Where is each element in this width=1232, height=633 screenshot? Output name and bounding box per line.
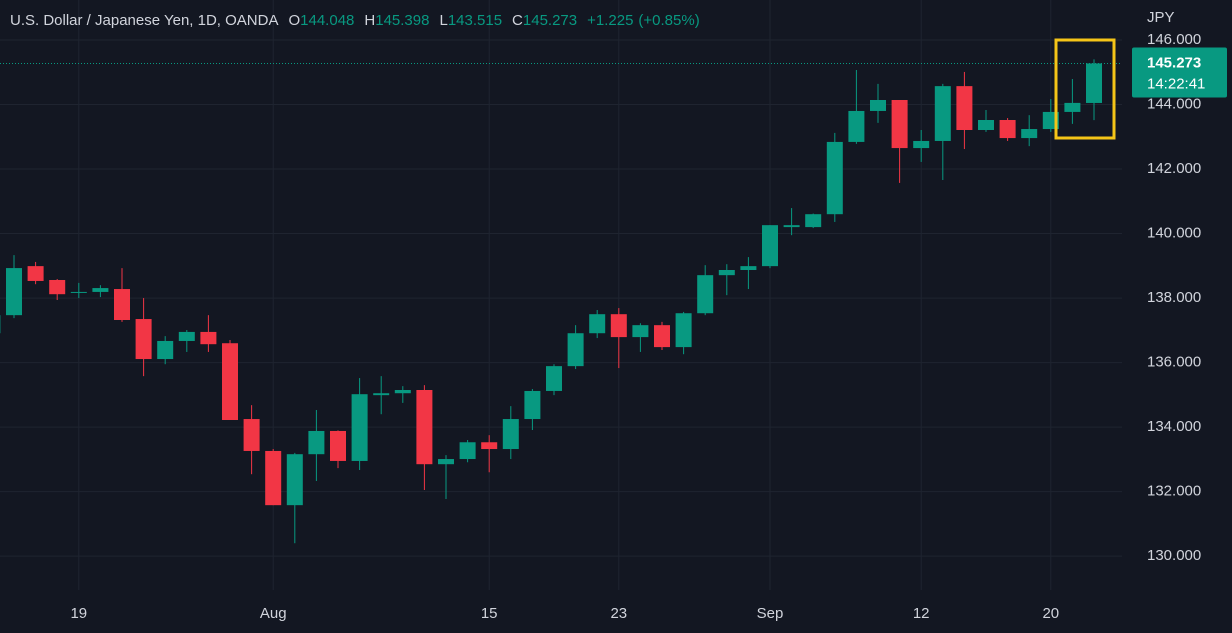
candle-body xyxy=(934,86,951,141)
candle-body xyxy=(1021,129,1038,139)
x-tick-label: Sep xyxy=(757,605,784,622)
candle-body xyxy=(49,280,66,295)
candle-body xyxy=(157,340,174,360)
candle-body xyxy=(654,325,670,348)
candle-body xyxy=(740,266,757,270)
x-tick-label: 15 xyxy=(481,605,498,622)
x-tick-label: 23 xyxy=(610,605,627,622)
y-tick-label: 136.000 xyxy=(1147,354,1201,371)
candle-body xyxy=(697,275,714,314)
y-tick-label: 130.000 xyxy=(1147,547,1201,564)
grid xyxy=(0,0,1122,590)
candle-body xyxy=(870,100,886,111)
ohlc-key: C xyxy=(512,12,523,29)
candle-body xyxy=(373,393,390,396)
x-tick-label: 20 xyxy=(1042,605,1059,622)
y-tick-label: 140.000 xyxy=(1147,225,1201,242)
candle-body xyxy=(524,390,541,420)
candle-body xyxy=(1064,102,1081,112)
x-tick-label: 12 xyxy=(913,605,930,622)
candle-body xyxy=(762,225,778,267)
candle-body xyxy=(978,120,994,130)
candle-body xyxy=(243,419,260,451)
change-percent: (+0.85%) xyxy=(638,12,699,29)
candle-body xyxy=(956,86,973,130)
candle-body xyxy=(589,314,606,334)
candle-body xyxy=(178,331,195,341)
y-tick-label: 134.000 xyxy=(1147,418,1201,435)
candle-body xyxy=(783,225,800,228)
axis-unit: JPY xyxy=(1147,9,1175,26)
ohlc-key: L xyxy=(439,12,447,29)
candle-body xyxy=(200,331,217,345)
candle-body xyxy=(1086,63,1102,103)
candle-body xyxy=(416,390,433,465)
candle-body xyxy=(502,419,519,450)
y-tick-label: 142.000 xyxy=(1147,160,1201,177)
plot xyxy=(0,59,1122,544)
symbol-title: U.S. Dollar / Japanese Yen, 1D, OANDA xyxy=(10,12,278,29)
candle-body xyxy=(70,291,87,293)
y-tick-label: 144.000 xyxy=(1147,95,1201,112)
ohlc-value: 144.048 xyxy=(300,12,354,29)
candle-body xyxy=(805,214,822,228)
candle-body xyxy=(481,442,498,450)
candle-body xyxy=(330,430,346,461)
highlight-box xyxy=(1054,38,1116,140)
candle-body xyxy=(848,110,865,142)
candle-body xyxy=(826,141,843,215)
candle-body xyxy=(394,390,411,394)
axes: 130.000 132.000 134.000 136.000 138.000 140.0… xyxy=(70,31,1227,622)
y-tick-label: 146.000 xyxy=(1147,31,1201,48)
candle-body xyxy=(675,313,692,348)
candle-body xyxy=(459,442,476,460)
candle-body xyxy=(265,450,282,506)
ohlc-value: 143.515 xyxy=(448,12,502,29)
candle-body xyxy=(891,100,908,149)
candle-body xyxy=(632,325,649,338)
y-tick-label: 132.000 xyxy=(1147,483,1201,500)
x-tick-label: Aug xyxy=(260,605,287,622)
candle-body xyxy=(438,459,454,465)
change: +1.225 xyxy=(587,12,633,29)
candle-body xyxy=(27,266,44,281)
y-tick-label: 138.000 xyxy=(1147,289,1201,306)
price-label-box xyxy=(1132,47,1227,98)
candle-body xyxy=(718,270,735,276)
candle-body xyxy=(114,289,130,320)
header: U.S. Dollar / Japanese Yen, 1D, OANDA O14… xyxy=(10,12,700,29)
candle-body xyxy=(999,120,1016,139)
ohlc-value: 145.273 xyxy=(523,12,577,29)
countdown-label: 14:22:41 xyxy=(1147,75,1205,92)
candle-body xyxy=(6,268,22,316)
candle-body xyxy=(913,140,930,149)
ohlc-value: 145.398 xyxy=(375,12,429,29)
candle-body xyxy=(567,333,584,367)
candle-body xyxy=(351,394,368,461)
last-price-label: 145.273 xyxy=(1147,54,1201,71)
candle-body xyxy=(92,288,109,292)
ohlc-key: H xyxy=(364,12,375,29)
candle-body xyxy=(546,366,562,391)
candle-body xyxy=(610,314,627,338)
candle-body xyxy=(135,319,152,360)
ohlc-key: O xyxy=(288,12,300,29)
candle-body xyxy=(286,454,303,506)
candle-body xyxy=(222,343,238,420)
candle-body xyxy=(308,430,325,455)
x-tick-label: 19 xyxy=(70,605,87,622)
